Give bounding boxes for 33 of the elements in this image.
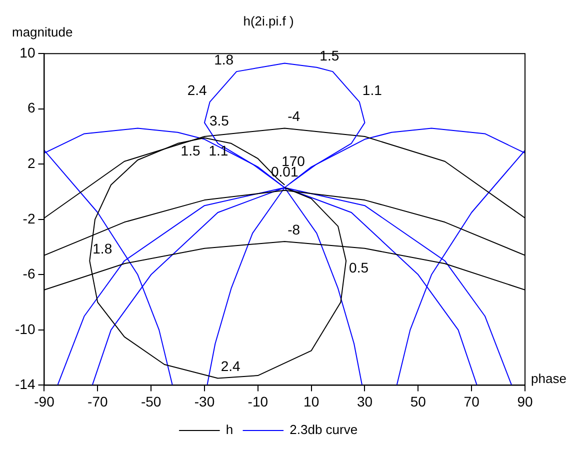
x-tick-label: 50 <box>410 393 426 410</box>
y-tick-label: 6 <box>27 100 36 116</box>
annotation: 1.1 <box>362 82 382 98</box>
annotation: 2.4 <box>220 358 241 374</box>
x-tick-label: 90 <box>517 393 533 410</box>
y-tick-label: -10 <box>15 320 36 337</box>
x-tick-label: 70 <box>464 393 480 410</box>
legend-label: h <box>226 422 234 438</box>
annotation: 0.5 <box>349 260 369 276</box>
y-tick-label: -2 <box>22 210 36 226</box>
x-tick-label: -70 <box>88 393 108 410</box>
x-tick-label: -10 <box>248 393 268 410</box>
annotation: 2.4 <box>187 82 208 98</box>
annotation: 1.8 <box>92 240 112 257</box>
x-axis-title: phase <box>531 370 566 386</box>
chart-title: h(2i.pi.f ) <box>243 13 294 28</box>
legend-label: 2.3db curve <box>290 422 358 438</box>
x-tick-label: -50 <box>140 393 162 410</box>
annotation: 1.1 <box>208 142 228 158</box>
x-tick-label: 10 <box>304 393 320 410</box>
x-tick-label: -30 <box>194 393 215 410</box>
y-tick-label: 2 <box>27 154 36 171</box>
annotation: -4 <box>288 108 300 124</box>
annotation: 3.5 <box>209 112 230 129</box>
y-tick-label: -14 <box>15 376 36 392</box>
y-tick-label: -6 <box>22 266 36 282</box>
x-tick-label: 30 <box>356 393 373 410</box>
annotation: 1.8 <box>214 51 234 68</box>
annotation: 1.5 <box>180 142 200 158</box>
y-tick-label: 10 <box>20 44 36 60</box>
annotation: -8 <box>288 221 300 238</box>
y-axis-title: magnitude <box>12 24 73 40</box>
x-tick-label: -90 <box>34 393 55 410</box>
